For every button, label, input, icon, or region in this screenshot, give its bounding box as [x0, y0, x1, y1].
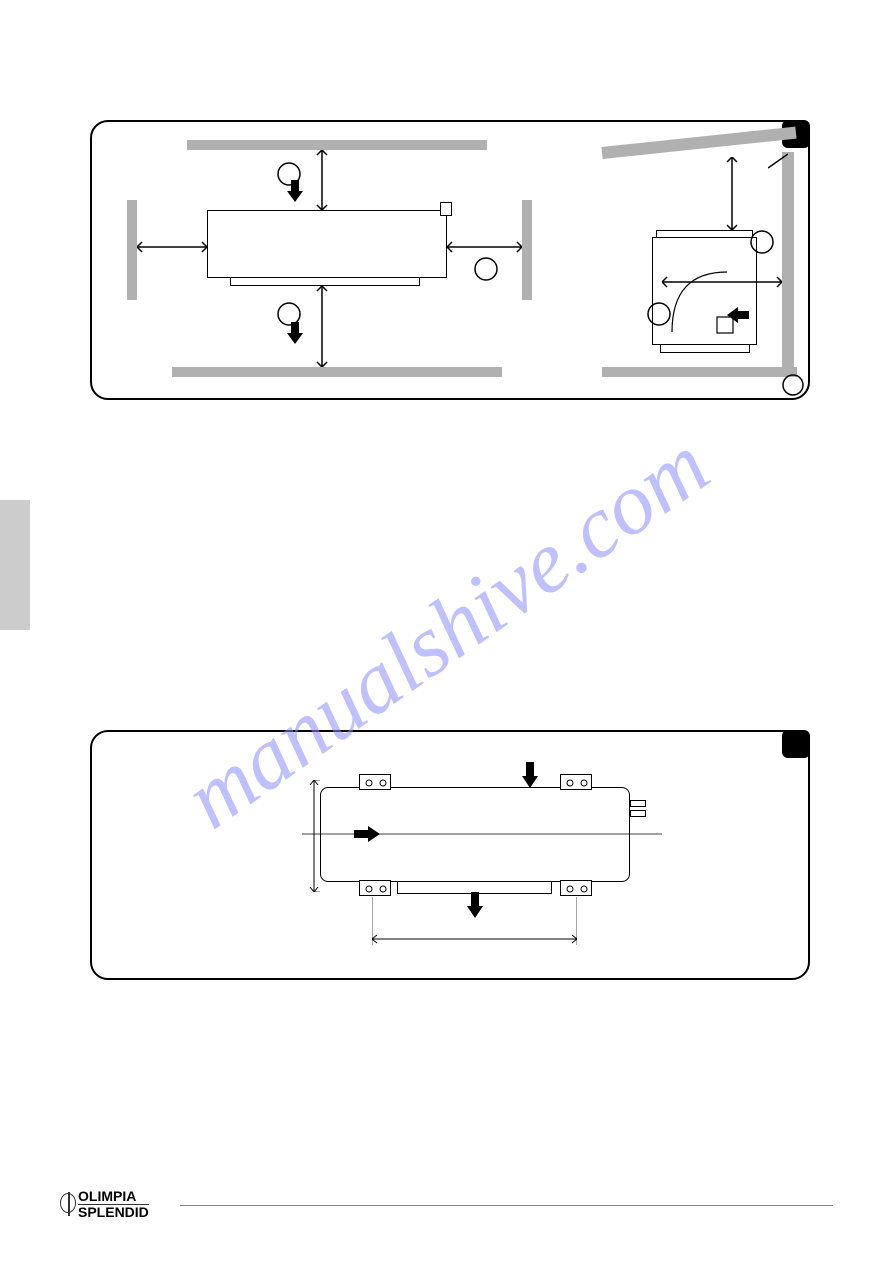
arrow-top-clearance-side — [722, 157, 742, 230]
arrow-air-side — [727, 307, 749, 323]
logo-text-bottom: SPLENDID — [78, 1205, 149, 1219]
airflow-top-in — [522, 762, 538, 788]
logo-text-top: OLIMPIA — [78, 1189, 149, 1205]
figure-1 — [90, 120, 810, 400]
arrow-bottom-clearance — [312, 286, 332, 367]
airflow-right-in — [354, 826, 380, 842]
label-side-corner-circle — [782, 374, 804, 396]
label-bottom-circle — [277, 302, 301, 326]
logo-icon — [60, 1193, 76, 1213]
unit-side-top — [656, 230, 753, 238]
bracket-br — [560, 880, 592, 896]
figure-2-badge — [782, 730, 810, 758]
wall-bottom — [172, 367, 502, 377]
arrow-right-clearance — [447, 237, 522, 257]
pipe-stub-1 — [630, 800, 646, 807]
floor — [602, 367, 797, 377]
roof-tick — [768, 150, 788, 170]
bracket-bl — [359, 880, 391, 896]
bracket-tl — [359, 774, 391, 790]
dim-height — [292, 780, 320, 892]
arrow-left-clearance — [137, 237, 207, 257]
unit-connector — [440, 202, 452, 216]
wall-left — [127, 200, 137, 300]
label-top-circle — [277, 162, 301, 186]
wall-top — [187, 140, 487, 150]
footer-rule — [180, 1205, 833, 1206]
wall-right — [522, 200, 532, 300]
arrow-top-clearance — [312, 150, 332, 210]
brand-logo: OLIMPIA SPLENDID — [60, 1189, 149, 1219]
unit-foot — [660, 345, 750, 353]
page-footer: OLIMPIA SPLENDID — [60, 1187, 833, 1225]
bracket-tr — [560, 774, 592, 790]
unit-top-view — [207, 210, 447, 278]
airflow-bottom-out — [467, 892, 483, 918]
side-tab — [0, 500, 30, 630]
figure-2 — [90, 730, 810, 980]
back-wall — [782, 152, 794, 377]
label-right-circle — [474, 257, 498, 281]
label-side-top-circle — [750, 230, 774, 254]
arrow-back-clearance — [662, 272, 782, 292]
unit-base — [230, 278, 420, 286]
label-side-left-circle — [647, 302, 671, 326]
pipe-stub-2 — [630, 810, 646, 817]
